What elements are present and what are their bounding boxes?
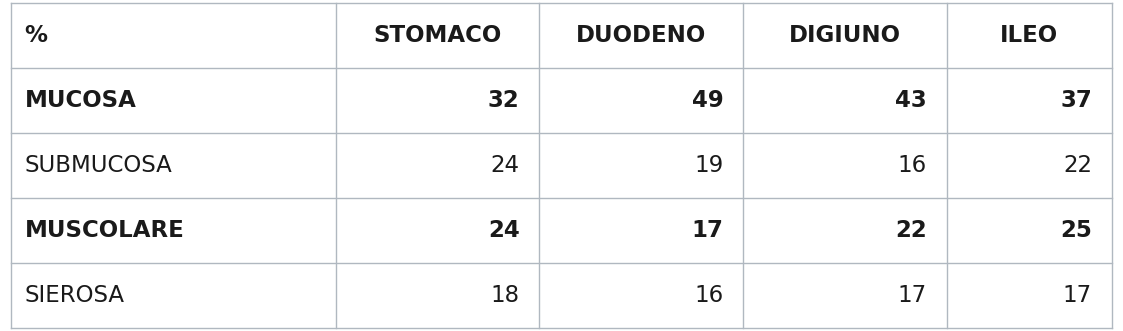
Text: 19: 19 [694, 154, 723, 177]
Text: 22: 22 [895, 219, 926, 242]
Text: 24: 24 [487, 219, 520, 242]
Text: 49: 49 [692, 89, 723, 112]
Text: 43: 43 [895, 89, 926, 112]
Text: SUBMUCOSA: SUBMUCOSA [25, 154, 172, 177]
Text: 37: 37 [1060, 89, 1092, 112]
Text: 16: 16 [897, 154, 926, 177]
Text: MUCOSA: MUCOSA [25, 89, 136, 112]
Text: 16: 16 [694, 284, 723, 307]
Text: 32: 32 [487, 89, 520, 112]
Text: DUODENO: DUODENO [576, 24, 706, 47]
Text: DIGIUNO: DIGIUNO [788, 24, 901, 47]
Text: 25: 25 [1060, 219, 1092, 242]
Text: 22: 22 [1063, 154, 1092, 177]
Text: MUSCOLARE: MUSCOLARE [25, 219, 184, 242]
Text: 17: 17 [897, 284, 926, 307]
Text: 18: 18 [491, 284, 520, 307]
Text: 17: 17 [1062, 284, 1092, 307]
Text: 24: 24 [491, 154, 520, 177]
Text: 17: 17 [692, 219, 723, 242]
Text: STOMACO: STOMACO [374, 24, 502, 47]
Text: SIEROSA: SIEROSA [25, 284, 125, 307]
Text: ILEO: ILEO [1001, 24, 1058, 47]
Text: %: % [25, 24, 47, 47]
